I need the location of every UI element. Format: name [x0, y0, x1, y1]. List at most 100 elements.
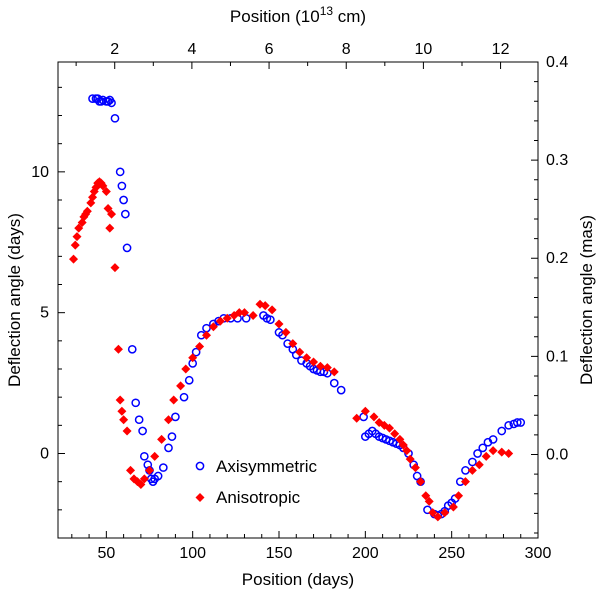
axisymmetric-point — [139, 451, 149, 461]
anisotropic-point — [433, 512, 443, 522]
anisotropic-point — [428, 508, 438, 518]
anisotropic-point — [139, 474, 149, 484]
legend-anisotropic-marker — [195, 493, 205, 502]
axisymmetric-point — [115, 167, 125, 177]
anisotropic-point — [322, 363, 332, 373]
anisotropic-point — [201, 330, 211, 340]
anisotropic-point — [107, 209, 117, 219]
axisymmetric-point — [158, 463, 168, 472]
anisotropic-point — [398, 440, 408, 450]
axisymmetric-point — [119, 195, 128, 205]
anisotropic-point — [315, 361, 325, 371]
axisymmetric-point — [131, 398, 141, 408]
anisotropic-point — [234, 308, 244, 318]
axisymmetric-point — [120, 209, 130, 219]
axisymmetric-point — [110, 113, 120, 123]
anisotropic-point — [405, 454, 415, 464]
anisotropic-point — [416, 477, 426, 487]
anisotropic-point — [474, 460, 484, 470]
right-tick-label: 0.4 — [546, 54, 568, 71]
anisotropic-point — [222, 313, 232, 323]
axisymmetric-point — [117, 181, 127, 191]
anisotropic-point — [448, 502, 458, 512]
axisymmetric-point — [266, 315, 275, 325]
right-tick-label: 0.1 — [546, 348, 568, 365]
top-axis-title-exponent: 13 — [320, 4, 334, 18]
anisotropic-point — [352, 413, 362, 423]
axisymmetric-point — [504, 420, 513, 430]
anisotropic-point — [79, 212, 89, 222]
right-tick-label: 0.2 — [546, 250, 568, 267]
anisotropic-point — [195, 341, 205, 351]
axisymmetric-point — [164, 443, 173, 453]
anisotropic-point — [74, 223, 84, 233]
axisymmetric-point — [329, 378, 339, 388]
anisotropic-point — [239, 308, 249, 318]
x-tick-label: 150 — [266, 545, 293, 562]
anisotropic-point — [288, 339, 298, 349]
anisotropic-point — [281, 327, 291, 337]
x-tick-label: 50 — [97, 545, 115, 562]
top-axis-title: Position (1013 cm) — [230, 4, 366, 26]
anisotropic-point — [369, 412, 379, 422]
anisotropic-point — [302, 353, 312, 363]
y-tick-label: 10 — [31, 164, 49, 181]
anisotropic-point — [181, 364, 191, 374]
top-tick-label: 12 — [492, 41, 510, 58]
x-tick-label: 100 — [179, 545, 206, 562]
anisotropic-point — [122, 426, 132, 436]
legend-axisymmetric-marker — [195, 461, 205, 471]
x-tick-label: 200 — [352, 545, 379, 562]
x-tick-label: 250 — [438, 545, 465, 562]
anisotropic-point — [309, 357, 319, 367]
anisotropic-point — [421, 491, 431, 501]
anisotropic-point — [119, 415, 129, 425]
anisotropic-point — [98, 181, 108, 191]
anisotropic-point — [460, 477, 470, 487]
anisotropic-point — [497, 447, 507, 457]
axisymmetric-point — [488, 435, 498, 444]
series-anisotropic — [69, 177, 514, 522]
y-tick-label: 5 — [40, 305, 49, 322]
axisymmetric-point — [167, 432, 177, 441]
anisotropic-point — [126, 465, 136, 475]
anisotropic-point — [440, 508, 450, 518]
axisymmetric-point — [478, 443, 488, 453]
axisymmetric-point — [512, 418, 522, 427]
top-tick-label: 10 — [415, 41, 433, 58]
top-tick-label: 8 — [342, 41, 351, 58]
anisotropic-point — [110, 263, 120, 273]
anisotropic-point — [115, 395, 125, 405]
x-tick-label: 300 — [525, 545, 552, 562]
anisotropic-point — [136, 479, 146, 489]
axisymmetric-point — [473, 449, 482, 458]
anisotropic-point — [150, 451, 160, 461]
plot-frame — [57, 61, 539, 539]
axisymmetric-point — [497, 426, 507, 436]
axisymmetric-point — [122, 243, 132, 253]
x-axis-title: Position (days) — [242, 570, 354, 589]
right-axis-title: Deflection angle (mas) — [577, 215, 596, 385]
axisymmetric-point — [138, 426, 147, 436]
anisotropic-point — [329, 367, 339, 377]
anisotropic-point — [274, 319, 284, 329]
axisymmetric-point — [516, 418, 526, 427]
axis-ticks — [58, 61, 539, 538]
anisotropic-point — [101, 187, 111, 197]
anisotropic-point — [467, 465, 477, 475]
anisotropic-point — [208, 322, 218, 332]
axisymmetric-point — [468, 457, 477, 467]
axisymmetric-point — [153, 471, 163, 481]
anisotropic-point — [395, 434, 405, 444]
anisotropic-point — [390, 429, 400, 439]
anisotropic-point — [295, 347, 305, 357]
anisotropic-point — [188, 353, 198, 363]
axisymmetric-point — [107, 98, 116, 108]
right-tick-label: 0.3 — [546, 152, 568, 169]
left-axis-title: Deflection angle (days) — [5, 213, 24, 387]
anisotropic-point — [82, 206, 92, 216]
anisotropic-point — [385, 423, 395, 433]
axisymmetric-point — [127, 344, 137, 354]
anisotropic-point — [176, 381, 186, 391]
top-axis-title-suffix: cm) — [333, 7, 366, 26]
